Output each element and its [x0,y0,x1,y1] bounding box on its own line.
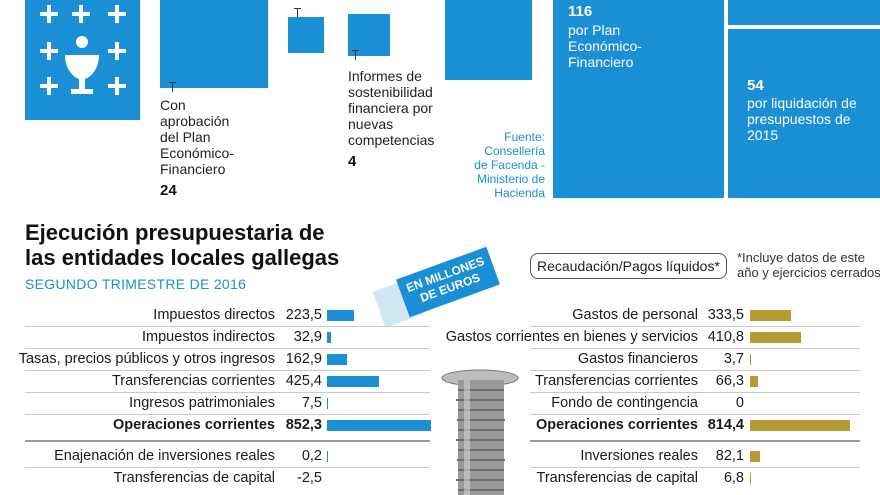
income-value-7: -2,5 [297,470,322,486]
income-value-3: 425,4 [285,373,322,389]
income-label-2: Tasas, precios públicos y otros ingresos [18,351,275,367]
expense-separator-0 [530,326,860,327]
liquidacion-label: por liquidación de presupuestos de 2015 [747,95,857,143]
income-label-7: Transferencias de capital [113,470,275,486]
income-value-5: 852,3 [285,417,322,433]
income-separator-6 [25,467,430,468]
expense-value-0: 333,5 [707,307,744,323]
income-value-0: 223,5 [285,307,322,323]
income-value-1: 32,9 [293,329,322,345]
income-value-6: 0,2 [301,448,322,464]
expense-label-6: Inversiones reales [580,448,698,464]
aprobacion-block [160,0,268,88]
income-bar-5 [327,420,431,431]
income-value-2: 162,9 [285,351,322,367]
expense-bar-0 [750,310,792,321]
expense-label-4: Fondo de contingencia [551,395,698,411]
plan-block [553,0,724,198]
income-separator-2 [25,370,430,371]
expense-bar-1 [750,332,801,343]
expense-label-0: Gastos de personal [572,307,698,323]
income-label-3: Transferencias corrientes [111,373,275,389]
income-bar-6 [327,451,328,462]
income-label-5: Operaciones corrientes [113,417,275,433]
income-bar-2 [327,354,347,365]
expense-label-5: Operaciones corrientes [536,417,698,433]
expense-value-2: 3,7 [723,351,744,367]
liquidacion-value: 54 [747,77,764,94]
expense-label-3: Transferencias corrientes [534,373,698,389]
income-label-6: Enajenación de inversiones reales [54,448,275,464]
plan-value: 116 [568,3,593,20]
small-value: 5 [285,0,293,3]
coin-stack-icon [441,369,519,495]
income-bar-1 [327,332,331,343]
income-value-4: 7,5 [301,395,322,411]
estimate-block [445,0,532,80]
expense-bar-6 [750,451,761,462]
income-separator-1 [25,348,430,349]
expense-label-1: Gastos corrientes en bienes y servicios [445,329,698,345]
expense-separator-3 [530,392,860,393]
expense-separator-2 [530,370,860,371]
expense-bar-3 [750,376,759,387]
income-label-0: Impuestos directos [153,307,275,323]
expense-bar-5 [750,420,851,431]
expense-label-7: Transferencias de capital [536,470,698,486]
income-label-1: Impuestos indirectos [142,329,275,345]
expense-separator-1 [530,348,860,349]
plan-label: por Plan Económico-Financiero [568,22,642,70]
expense-bar-2 [750,354,751,365]
income-label-4: Ingresos patrimoniales [129,395,275,411]
expense-separator-4 [530,414,860,415]
tick-aprobacion [169,82,176,92]
expense-value-4: 0 [735,395,744,411]
expense-separator-6 [530,467,860,468]
liquidacion-block [728,29,880,198]
coat-of-arms-icon [40,5,126,95]
income-bar-0 [327,310,355,321]
aprobacion-label: Con aprobación del Plan Económico-Financ… [160,97,234,177]
top-right-block [728,0,880,25]
informes-block [348,14,390,56]
expense-value-1: 410,8 [707,329,744,345]
income-section-divider [25,440,430,442]
expense-value-3: 66,3 [715,373,744,389]
income-separator-3 [25,392,430,393]
chart-subtitle: SEGUNDO TRIMESTRE DE 2016 [25,276,247,292]
income-bar-3 [327,376,379,387]
recaudacion-box: Recaudación/Pagos líquidos* [530,253,727,279]
galicia-flag [25,0,140,120]
source-text: Fuente: Consellería de Facenda - Ministe… [474,130,545,200]
expense-section-divider [530,440,860,442]
income-separator-0 [25,326,430,327]
expense-value-5: 814,4 [707,417,744,433]
chart-title: Ejecución presupuestaria de las entidade… [25,220,340,270]
tick-informes [352,50,359,60]
expense-label-2: Gastos financieros [577,351,698,367]
unit-badge: EN MILLONES DE EUROS [372,246,502,328]
chart-note: *Incluye datos de este año y ejercicios … [737,250,880,280]
informes-value: 4 [348,153,357,170]
small-block [288,17,324,53]
unit-badge-text: EN MILLONES DE EUROS [396,246,500,318]
aprobacion-value: 24 [160,182,177,199]
income-bar-4 [327,398,328,409]
expense-bar-7 [750,473,751,484]
income-separator-4 [25,414,430,415]
expense-value-7: 6,8 [723,470,744,486]
expense-value-6: 82,1 [715,448,744,464]
informes-label: Informes de sostenibilidad financiera po… [348,68,435,148]
tick-small [294,8,301,18]
